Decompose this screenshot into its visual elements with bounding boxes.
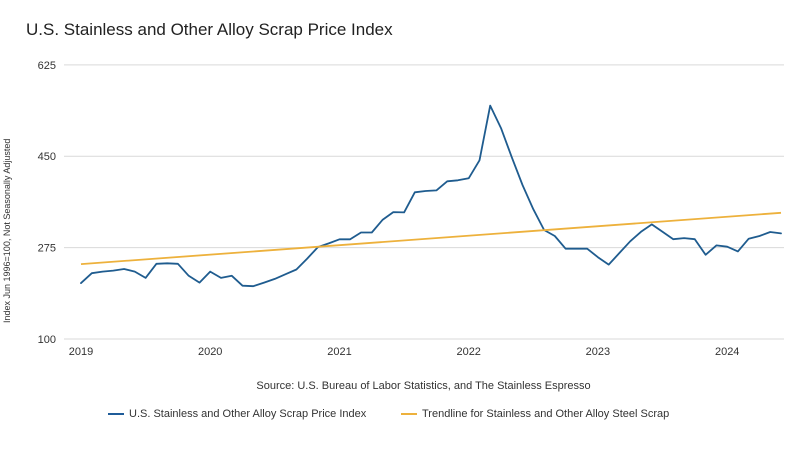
svg-text:2024: 2024 <box>715 346 739 358</box>
svg-text:2021: 2021 <box>327 346 351 358</box>
svg-text:275: 275 <box>38 243 56 255</box>
svg-text:100: 100 <box>38 334 56 346</box>
svg-text:2023: 2023 <box>586 346 610 358</box>
svg-text:2022: 2022 <box>456 346 480 358</box>
svg-text:450: 450 <box>38 151 56 163</box>
svg-text:2020: 2020 <box>198 346 222 358</box>
svg-text:625: 625 <box>38 60 56 72</box>
svg-text:2019: 2019 <box>69 346 93 358</box>
